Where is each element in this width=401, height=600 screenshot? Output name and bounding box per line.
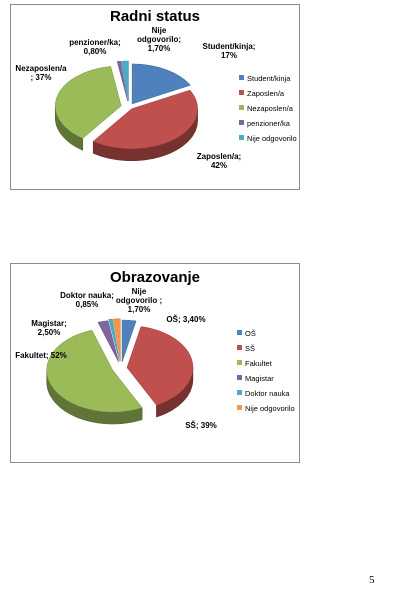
data-label: Zaposlen/a; 42% — [197, 152, 241, 170]
legend-label: Nezaposlen/a — [247, 104, 294, 113]
legend-label: OŠ — [245, 329, 256, 338]
legend-swatch — [237, 405, 242, 410]
chart-radni-status: Radni status Student/kinja; 17% Zaposlen/a;… — [10, 4, 300, 190]
legend-label: Student/kinja — [247, 74, 291, 83]
data-label: penzioner/ka; 0,80% — [69, 38, 121, 56]
data-label: Doktor nauka; 0,85% — [60, 291, 114, 309]
legend-swatch — [237, 330, 242, 335]
page-number: 5 — [369, 574, 375, 586]
data-label: Student/kinja; 17% — [203, 42, 256, 60]
legend-swatch — [239, 75, 244, 80]
legend-swatch — [237, 375, 242, 380]
pie-slice-radni-status-1 — [92, 89, 198, 150]
pie-slice-obrazovanje-4 — [108, 318, 120, 361]
legend-swatch — [239, 135, 244, 140]
chart-obrazovanje-svg: Obrazovanje OŠ; 3,40% SŠ; 39% Fakultet; 52%… — [15, 269, 295, 430]
legend-swatch — [239, 105, 244, 110]
data-label: Nije odgovorilo ; 1,70% — [116, 287, 162, 314]
pie-slice-obrazovanje-0 — [121, 319, 137, 363]
data-label: SŠ; 39% — [185, 421, 217, 430]
legend-label: Magistar — [245, 374, 274, 383]
pie-slice-radni-status-3 — [116, 61, 128, 102]
pie-slice-obrazovanje-1 — [126, 326, 194, 406]
legend-swatch — [237, 390, 242, 395]
chart-title: Obrazovanje — [110, 269, 200, 286]
legend-label: Zaposlen/a — [247, 89, 285, 98]
legend-swatch — [237, 360, 242, 365]
legend-swatch — [239, 120, 244, 125]
pie-slice-radni-status-2 — [55, 66, 122, 139]
pie-slice-obrazovanje-2 — [46, 329, 143, 413]
data-label: Nezaposlen/a; 37% — [15, 64, 67, 82]
data-label: OŠ; 3,40% — [166, 315, 205, 324]
pie-slice-radni-status-4 — [121, 60, 129, 102]
legend-swatch — [239, 90, 244, 95]
legend-label: Nije odgovorilo — [245, 404, 295, 413]
legend-label: SŠ — [245, 344, 255, 353]
data-label: Magistar; 2,50% — [31, 319, 67, 337]
legend-swatch — [237, 345, 242, 350]
chart-title: Radni status — [110, 8, 200, 25]
pie-slice-obrazovanje-3 — [97, 320, 119, 363]
legend-label: penzioner/ka — [247, 119, 291, 128]
legend-label: Doktor nauka — [245, 389, 290, 398]
pie-slice-obrazovanje-5 — [112, 318, 121, 361]
chart-obrazovanje: Obrazovanje OŠ; 3,40% SŠ; 39% Fakultet; 52%… — [10, 263, 300, 463]
legend-label: Fakultet — [245, 359, 273, 368]
legend-label: Nije odgovorilo — [247, 134, 297, 143]
pie-slice-radni-status-0 — [131, 63, 191, 105]
data-label: Fakultet; 52% — [15, 351, 67, 360]
data-label: Nije odgovorilo; 1,70% — [137, 26, 181, 53]
